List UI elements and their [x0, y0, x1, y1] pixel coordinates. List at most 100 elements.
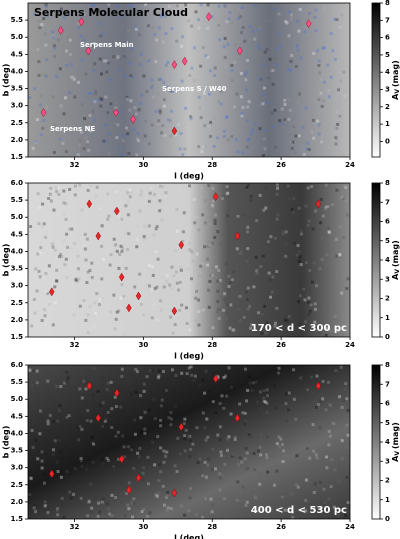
map-texture: [142, 237, 146, 241]
map-texture: [161, 40, 165, 44]
map-texture: [232, 105, 236, 109]
map-texture: [172, 274, 176, 278]
map-texture: [129, 99, 133, 103]
source-marker: [315, 381, 322, 391]
map-texture: [201, 411, 205, 415]
map-texture: [36, 48, 40, 52]
map-texture: [216, 289, 220, 293]
map-texture: [98, 57, 102, 61]
map-texture: [99, 104, 103, 108]
map-texture: [188, 328, 192, 332]
map-texture: [327, 89, 331, 93]
map-texture: [277, 32, 281, 36]
map-texture: [183, 513, 187, 517]
map-texture: [110, 493, 114, 497]
map-texture: [162, 285, 166, 289]
map-texture: [204, 477, 208, 481]
map-texture: [257, 311, 261, 315]
map-texture: [68, 444, 72, 448]
map-texture: [169, 423, 173, 427]
map-texture: [234, 138, 238, 142]
map-texture: [92, 3, 96, 7]
map-texture: [47, 303, 51, 307]
map-texture: [345, 423, 349, 427]
map-texture: [289, 59, 293, 63]
map-texture: [317, 123, 321, 127]
map-texture: [139, 394, 143, 398]
map-texture: [206, 8, 210, 12]
map-texture: [223, 3, 227, 7]
map-texture: [201, 213, 205, 217]
map-texture: [106, 111, 110, 115]
map-texture: [68, 187, 72, 191]
map-texture: [149, 86, 153, 90]
map-texture: [190, 277, 194, 281]
map-texture: [101, 424, 105, 428]
map-texture: [282, 449, 286, 453]
y-tick-label: 4.5: [11, 50, 24, 58]
map-texture: [263, 304, 267, 308]
map-texture: [192, 484, 196, 488]
y-axis-label: b (deg): [2, 64, 11, 97]
map-texture: [127, 232, 131, 236]
map-texture: [169, 507, 173, 511]
map-texture: [197, 274, 201, 278]
map-texture: [175, 229, 179, 233]
map-texture: [155, 38, 159, 42]
map-texture: [261, 63, 265, 67]
map-texture: [294, 64, 298, 68]
source-marker: [114, 388, 120, 398]
map-texture: [126, 503, 130, 507]
map-texture: [117, 215, 121, 219]
map-texture: [56, 513, 60, 517]
map-texture: [247, 183, 251, 187]
map-texture: [344, 199, 348, 203]
map-texture: [256, 449, 260, 453]
map-texture: [312, 136, 316, 140]
y-tick-label: 2.0: [11, 316, 24, 324]
map-texture: [108, 132, 112, 136]
map-texture: [139, 302, 143, 306]
map-texture: [116, 430, 120, 434]
map-texture: [31, 146, 35, 150]
map-texture: [127, 445, 131, 449]
map-texture: [177, 288, 181, 292]
map-texture: [128, 7, 132, 11]
map-texture: [264, 400, 268, 404]
map-texture: [188, 496, 192, 500]
map-texture: [286, 97, 290, 101]
map-texture: [208, 389, 212, 393]
map-texture: [101, 514, 105, 518]
map-texture: [304, 261, 308, 265]
map-texture: [44, 272, 48, 276]
map-texture: [319, 221, 323, 225]
map-texture: [43, 495, 47, 499]
map-texture: [107, 512, 111, 516]
map-texture: [46, 292, 50, 296]
map-texture: [100, 457, 104, 461]
map-texture: [73, 242, 77, 246]
colorbar-tick-label: 3: [385, 86, 390, 94]
map-texture: [44, 74, 48, 78]
map-texture: [58, 384, 62, 388]
map-texture: [221, 196, 225, 200]
map-texture: [53, 46, 57, 50]
map-texture: [222, 135, 226, 139]
map-texture: [246, 105, 250, 109]
map-texture: [197, 26, 201, 30]
map-texture: [186, 317, 190, 321]
map-texture: [227, 415, 231, 419]
map-texture: [223, 454, 227, 458]
map-texture: [54, 186, 58, 190]
map-texture: [192, 79, 196, 83]
map-texture: [258, 27, 262, 31]
map-texture: [264, 128, 268, 132]
map-texture: [36, 118, 40, 122]
map-texture: [154, 109, 158, 113]
map-texture: [215, 310, 219, 314]
map-texture: [97, 303, 101, 307]
map-texture: [147, 59, 151, 63]
map-texture: [317, 331, 321, 335]
map-texture: [202, 511, 206, 515]
map-texture: [329, 329, 333, 333]
